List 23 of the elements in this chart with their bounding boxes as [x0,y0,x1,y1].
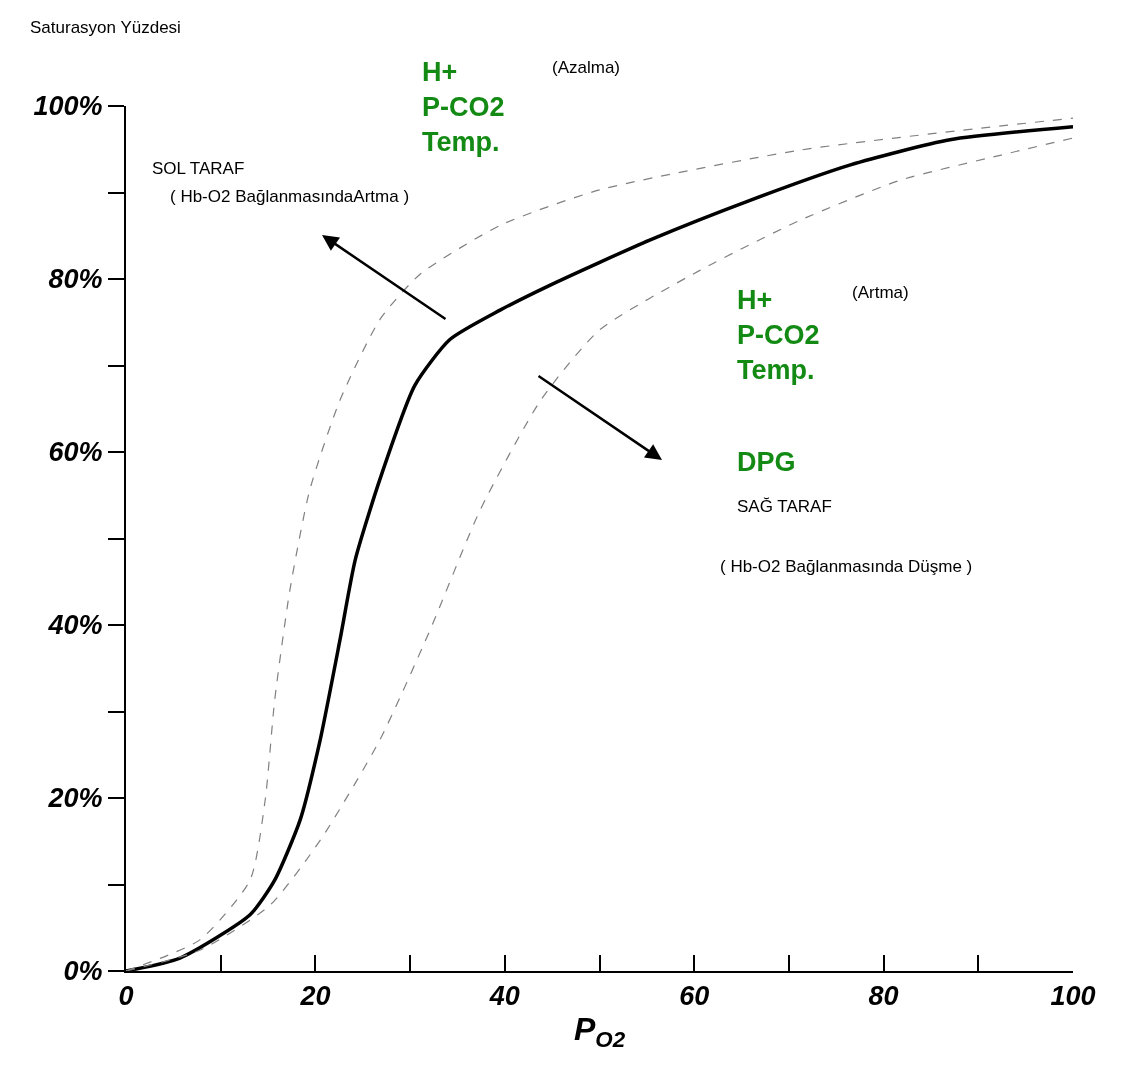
annotation: ( Hb-O2 BağlanmasındaArtma ) [170,187,410,206]
y-tick-label: 80% [48,264,103,295]
y-tick-label: 40% [47,610,103,641]
y-axis-title: Saturasyon Yüzdesi [30,18,181,37]
y-tick-label: 0% [63,956,103,987]
x-tick-label: 100 [1050,981,1096,1012]
annotation: SAĞ TARAF [737,497,832,516]
annotation: ( Hb-O2 Bağlanmasında Düşme ) [720,557,973,576]
annotation: H+ P-CO2 Temp. [737,285,820,386]
text: (Azalma) [552,58,621,77]
x-tick-label: 20 [299,981,331,1012]
y-tick-label: 20% [47,783,103,814]
annotation: DPG [737,447,796,477]
x-tick-label: 80 [868,981,899,1012]
x-tick-label: 40 [488,981,520,1012]
annotation: (Artma) [852,283,909,302]
y-tick-label: 100% [33,91,103,122]
annotation: SOL TARAF [152,159,245,178]
annotation: H+ P-CO2 Temp. [422,57,505,158]
x-tick-label: 0 [118,981,134,1012]
x-axis-title: P$_{O2}$ [573,1011,626,1053]
y-tick-label: 60% [48,437,103,468]
x-tick-label: 60 [679,981,710,1012]
